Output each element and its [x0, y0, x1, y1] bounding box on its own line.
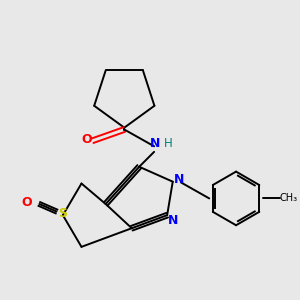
Text: O: O — [81, 133, 92, 146]
Text: N: N — [174, 173, 184, 186]
Text: N: N — [150, 137, 160, 150]
Text: O: O — [21, 196, 32, 208]
Text: S: S — [58, 207, 68, 220]
Text: H: H — [164, 137, 172, 150]
Text: N: N — [167, 214, 178, 227]
Text: CH₃: CH₃ — [280, 194, 298, 203]
